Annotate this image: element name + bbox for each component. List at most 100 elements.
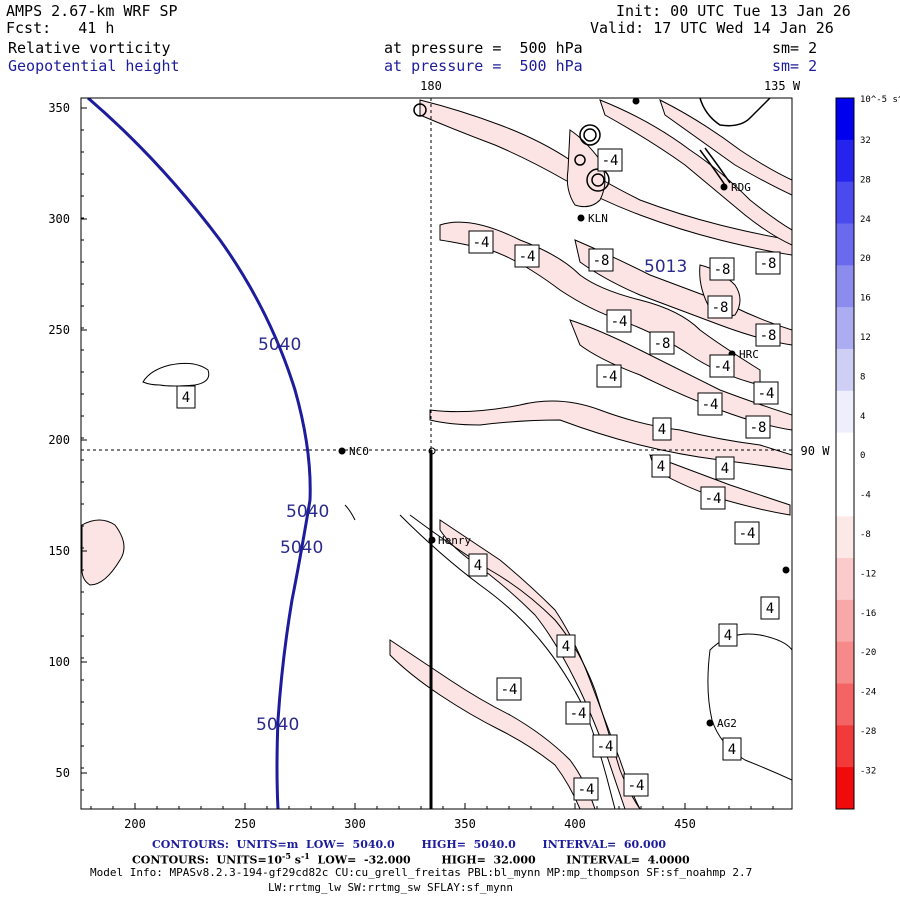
field2-name: Geopotential height [8,57,180,75]
colorbar: 10^-5 s^-1 32 28 24 20 16 12 8 4 0 -4 -8 -12 -16 -20 -2… [835,95,900,810]
station-label: AG2 [717,717,737,730]
height-label: 5040 [286,502,329,522]
station-henry[interactable]: Henry [428,534,472,547]
label-box [709,257,735,281]
colorbar-segment [836,98,854,141]
label-box [565,701,591,725]
station-ag2[interactable]: AG2 [706,717,737,730]
label-box [596,364,622,388]
dense-vorticity-cluster [413,103,731,192]
y-axis: 350 300 250 200 150 100 50 [48,101,87,791]
vorticity-label: -4 [709,354,735,378]
x-tick-label: 350 [454,817,476,831]
forecast-hour: Fcst: 41 h [6,19,115,37]
station-rdg[interactable]: RDG [720,181,751,194]
vorticity-label: -4 [697,392,723,416]
height-label: 5040 [280,538,323,558]
vorticity-label: -4 [468,230,494,254]
vorticity-labels: 4 -4 -4 -8 -8 -8 -4 -8 -8 -8 -4 -4 -4 -4 -8 4 4 -4 -4 4 4 4 4 -… [176,148,781,801]
field2-smoothing: sm= 2 [772,57,818,75]
label-box [700,486,726,510]
station-nco[interactable]: NCO [338,445,369,458]
station-marker-unlabeled [632,97,640,105]
x-tick-label: 300 [344,817,366,831]
label-box [651,454,671,478]
vorticity-label: -8 [649,331,675,355]
y-tick-label: 350 [48,101,70,115]
footer-exp2: -1 [300,851,310,861]
station-label: Henry [438,534,471,547]
station-label: KLN [588,212,608,225]
vorticity-label: 4 [651,454,671,478]
meridian-label-135w: 135 W [764,79,801,93]
label-text: 4 [562,639,570,655]
vorticity-label: 4 [176,385,196,409]
label-text: -4 [628,778,645,794]
colorbar-tick-label: -12 [860,569,876,579]
y-tick-label: 150 [48,544,70,558]
colorbar-tick-label: 8 [860,372,865,382]
footer-model-info-2: LW:rrtmg_lw SW:rrtmg_sw SFLAY:sf_mynn [268,881,514,894]
height-label: 5040 [258,335,301,355]
station-label: HRC [739,348,759,361]
station-marker [338,447,346,455]
station-marker-unlabeled [782,566,790,574]
colorbar-segment [836,474,854,517]
colorbar-segment [836,181,854,224]
label-text: -4 [702,397,719,413]
height-labels: 5040 5040 5040 5040 5013 [256,257,687,735]
y-tick-label: 100 [48,655,70,669]
vorticity-label: -8 [745,415,771,439]
colorbar-tick-label: 28 [860,175,871,185]
colorbar-segment [836,348,854,392]
colorbar-tick-label: 4 [860,412,865,422]
pole-marker [428,447,436,455]
footer-vorticity-contours: CONTOURS: UNITS=10-5 s-1 LOW= -32.000 HI… [132,851,690,867]
vorticity-label: 4 [715,456,735,480]
meridian-label-180: 180 [420,79,442,93]
label-box [745,415,771,439]
stations: NCO Henry KLN RDG HRC AG2 [338,97,790,730]
label-box [760,596,780,620]
footer-vort-tail: LOW= -32.000 HIGH= 32.000 INTERVAL= 4.00… [309,853,690,867]
x-tick-label: 200 [124,817,146,831]
label-box [755,251,781,275]
colorbar-frame [835,97,855,810]
vorticity-label: -4 [496,677,522,701]
label-text: 4 [766,601,774,617]
vorticity-label: -4 [596,364,622,388]
y-tick-label: 300 [48,212,70,226]
height-contour-5040 [87,98,312,809]
colorbar-units: 10^-5 s^-1 [860,95,900,105]
vorticity-label: -4 [592,734,618,758]
label-box [709,354,735,378]
label-text: -8 [654,336,671,352]
label-text: -4 [570,706,587,722]
label-box [755,323,781,347]
footer-vort-unit: s [290,853,301,867]
footer-vort-prefix: CONTOURS: UNITS=10 [132,853,283,867]
label-box [592,734,618,758]
label-box [707,295,733,319]
footer-height-contours: CONTOURS: UNITS=m LOW= 5040.0 HIGH= 5040… [152,838,666,851]
label-text: -8 [750,420,767,436]
vorticity-label: -4 [597,148,623,172]
colorbar-tick-label: 0 [860,451,865,461]
colorbar-tick-label: 12 [860,333,871,343]
colorbar-segment [836,683,854,726]
label-box [496,677,522,701]
vorticity-label: -4 [606,309,632,333]
y-tick-label: 50 [56,766,70,780]
station-kln[interactable]: KLN [577,212,608,225]
station-marker [577,214,585,222]
colorbar-segment [836,725,854,768]
station-label: RDG [731,181,751,194]
vorticity-label: -8 [755,323,781,347]
station-marker [428,536,436,544]
vorticity-label: 4 [760,596,780,620]
colorbar-segment [836,558,854,601]
y-tick-label: 250 [48,323,70,337]
init-time: Init: 00 UTC Tue 13 Jan 26 [616,2,851,20]
colorbar-tick-label: -8 [860,530,871,540]
label-box [468,230,494,254]
